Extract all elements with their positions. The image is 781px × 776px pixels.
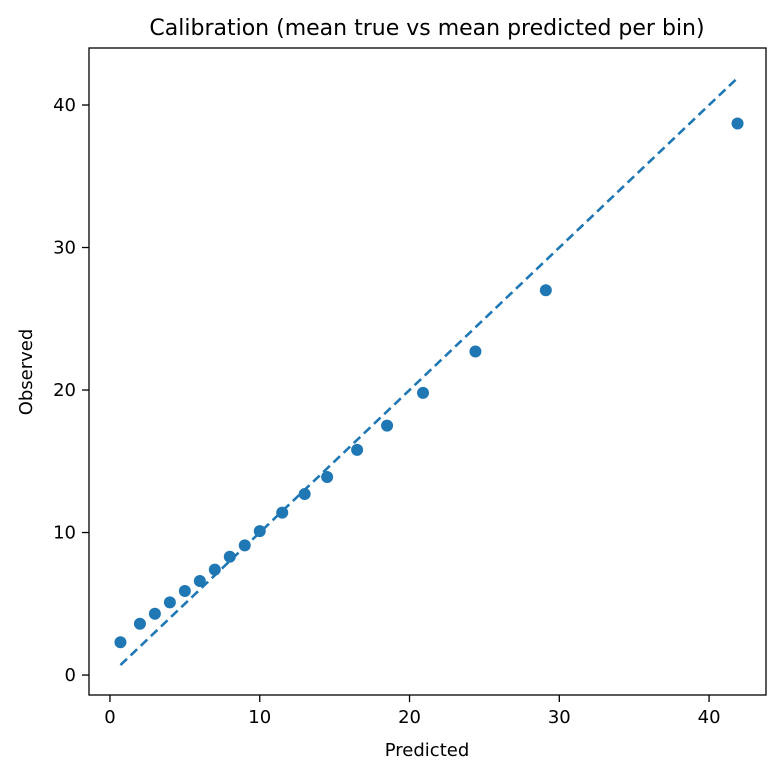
data-point (238, 539, 251, 552)
data-point (469, 345, 482, 358)
x-tick-label: 0 (104, 707, 115, 728)
plot-frame (88, 47, 767, 696)
data-point (321, 470, 334, 483)
y-tick-label: 40 (53, 95, 76, 116)
x-tick-label: 40 (698, 707, 721, 728)
x-tick-label: 30 (548, 707, 571, 728)
perfect-calibration-line (119, 76, 739, 667)
data-point (178, 584, 191, 597)
data-point (208, 563, 221, 576)
y-axis-label: Observed (16, 329, 37, 416)
data-point (276, 506, 289, 519)
chart-title: Calibration (mean true vs mean predicted… (149, 16, 704, 41)
data-point (148, 607, 161, 620)
x-axis-label: Predicted (385, 740, 470, 761)
data-point (163, 596, 176, 609)
data-point (253, 525, 266, 538)
data-point (193, 574, 206, 587)
data-point (381, 419, 394, 432)
x-axis-ticks: 0 10 20 30 40 (104, 695, 721, 728)
y-tick-label: 10 (53, 523, 76, 544)
data-point (417, 386, 430, 399)
y-axis-ticks: 0 10 20 30 40 (53, 95, 89, 686)
x-tick-label: 10 (248, 707, 271, 728)
calibration-points (114, 117, 744, 649)
data-point (133, 617, 146, 630)
y-tick-label: 0 (65, 665, 76, 686)
x-tick-label: 20 (398, 707, 421, 728)
data-point (731, 117, 744, 130)
y-tick-label: 20 (53, 380, 76, 401)
y-tick-label: 30 (53, 238, 76, 259)
data-point (539, 284, 552, 297)
data-point (114, 636, 127, 649)
data-point (351, 443, 364, 456)
data-point (223, 550, 236, 563)
data-point (298, 488, 311, 501)
